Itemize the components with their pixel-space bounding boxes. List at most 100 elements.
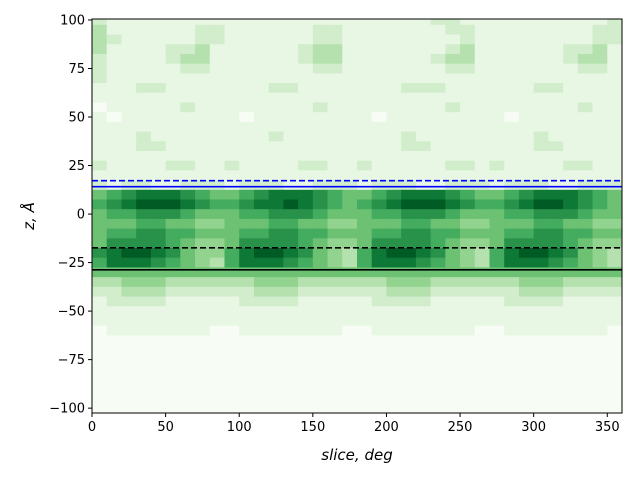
heatmap-cell: [327, 296, 343, 307]
heatmap-cell: [548, 53, 564, 65]
heatmap-cell: [165, 73, 181, 84]
heatmap-cell: [121, 131, 137, 142]
heatmap-cell: [165, 335, 181, 346]
heatmap-cell: [253, 248, 270, 259]
heatmap-cell: [224, 393, 240, 404]
heatmap-cell: [298, 92, 314, 103]
heatmap-cell: [445, 335, 461, 346]
heatmap-cell: [401, 228, 417, 239]
heatmap-cell: [195, 44, 211, 55]
heatmap-cell: [150, 364, 167, 375]
heatmap-cell: [533, 53, 549, 65]
heatmap-cell: [195, 393, 211, 404]
heatmap-cell: [327, 277, 343, 288]
heatmap-cell: [165, 374, 181, 385]
heatmap-cell: [342, 374, 358, 385]
heatmap-cell: [533, 238, 549, 249]
heatmap-cell: [563, 315, 579, 327]
heatmap-cell: [460, 248, 476, 259]
heatmap-cell: [577, 364, 593, 375]
heatmap-cell: [371, 364, 387, 375]
heatmap-cell: [165, 180, 181, 191]
heatmap-cell: [121, 248, 137, 259]
heatmap-cell: [180, 73, 196, 84]
heatmap-cell: [371, 131, 387, 142]
heatmap-cell: [592, 209, 608, 220]
heatmap-cell: [298, 19, 314, 26]
heatmap-cell: [371, 160, 387, 171]
heatmap-cell: [548, 24, 564, 35]
heatmap-cell: [592, 189, 608, 200]
heatmap-cell: [150, 296, 167, 307]
y-tick-label: 0: [77, 208, 85, 223]
heatmap-cell: [386, 160, 402, 171]
heatmap-cell: [563, 345, 579, 356]
heatmap-cell: [445, 199, 461, 210]
heatmap-cell: [357, 403, 373, 413]
heatmap-cell: [92, 248, 108, 259]
heatmap-cell: [209, 248, 225, 259]
heatmap-cell: [401, 248, 417, 259]
heatmap-cell: [371, 92, 387, 103]
heatmap-cell: [195, 121, 211, 132]
heatmap-cell: [504, 83, 520, 94]
heatmap-cell: [474, 150, 490, 162]
heatmap-cell: [121, 286, 137, 297]
heatmap-cell: [224, 102, 240, 113]
heatmap-cell: [209, 189, 225, 200]
heatmap-cell: [357, 141, 373, 152]
heatmap-cell: [430, 150, 446, 162]
heatmap-cell: [180, 257, 196, 268]
heatmap-cell: [504, 73, 520, 84]
heatmap-cell: [548, 325, 564, 336]
heatmap-cell: [401, 335, 417, 346]
heatmap-cell: [386, 63, 402, 74]
heatmap-cell: [474, 199, 490, 210]
heatmap-cell: [371, 83, 387, 94]
heatmap-cell: [209, 102, 225, 113]
heatmap-cell: [283, 267, 299, 278]
heatmap-cell: [312, 393, 328, 404]
heatmap-cell: [357, 374, 373, 385]
heatmap-cell: [180, 335, 196, 346]
heatmap-cell: [165, 306, 181, 317]
heatmap-cell: [224, 277, 240, 288]
heatmap-cell: [563, 180, 579, 191]
heatmap-cell: [239, 131, 255, 142]
heatmap-cell: [592, 160, 608, 171]
heatmap-cell: [592, 403, 608, 413]
heatmap-cell: [533, 189, 549, 200]
heatmap-cell: [327, 315, 343, 327]
heatmap-cell: [533, 257, 549, 268]
heatmap-cell: [415, 286, 432, 297]
heatmap-cell: [253, 131, 270, 142]
heatmap-cell: [504, 228, 520, 239]
heatmap-cell: [298, 150, 314, 162]
heatmap-cell: [563, 53, 579, 65]
heatmap-cell: [298, 345, 314, 356]
heatmap-cell: [533, 34, 549, 45]
heatmap-cell: [577, 267, 593, 278]
heatmap-cell: [430, 403, 446, 413]
heatmap-cell: [430, 92, 446, 103]
heatmap-cell: [253, 296, 270, 307]
heatmap-cell: [577, 141, 593, 152]
heatmap-cell: [92, 53, 108, 65]
heatmap-cell: [268, 325, 284, 336]
heatmap-cell: [312, 189, 328, 200]
heatmap-cell: [460, 354, 476, 365]
x-tick-label: 300: [521, 420, 546, 435]
heatmap-cell: [268, 296, 284, 307]
heatmap-cell: [209, 345, 225, 356]
heatmap-cell: [548, 160, 564, 171]
heatmap-cell: [92, 383, 108, 394]
heatmap-cell: [253, 286, 270, 297]
heatmap-cell: [136, 228, 152, 239]
heatmap-cell: [430, 63, 446, 74]
heatmap-cell: [489, 24, 505, 35]
heatmap-cell: [239, 238, 255, 249]
heatmap-cell: [136, 248, 152, 259]
heatmap-cell: [106, 170, 122, 181]
heatmap-cell: [548, 199, 564, 210]
heatmap-cell: [401, 92, 417, 103]
